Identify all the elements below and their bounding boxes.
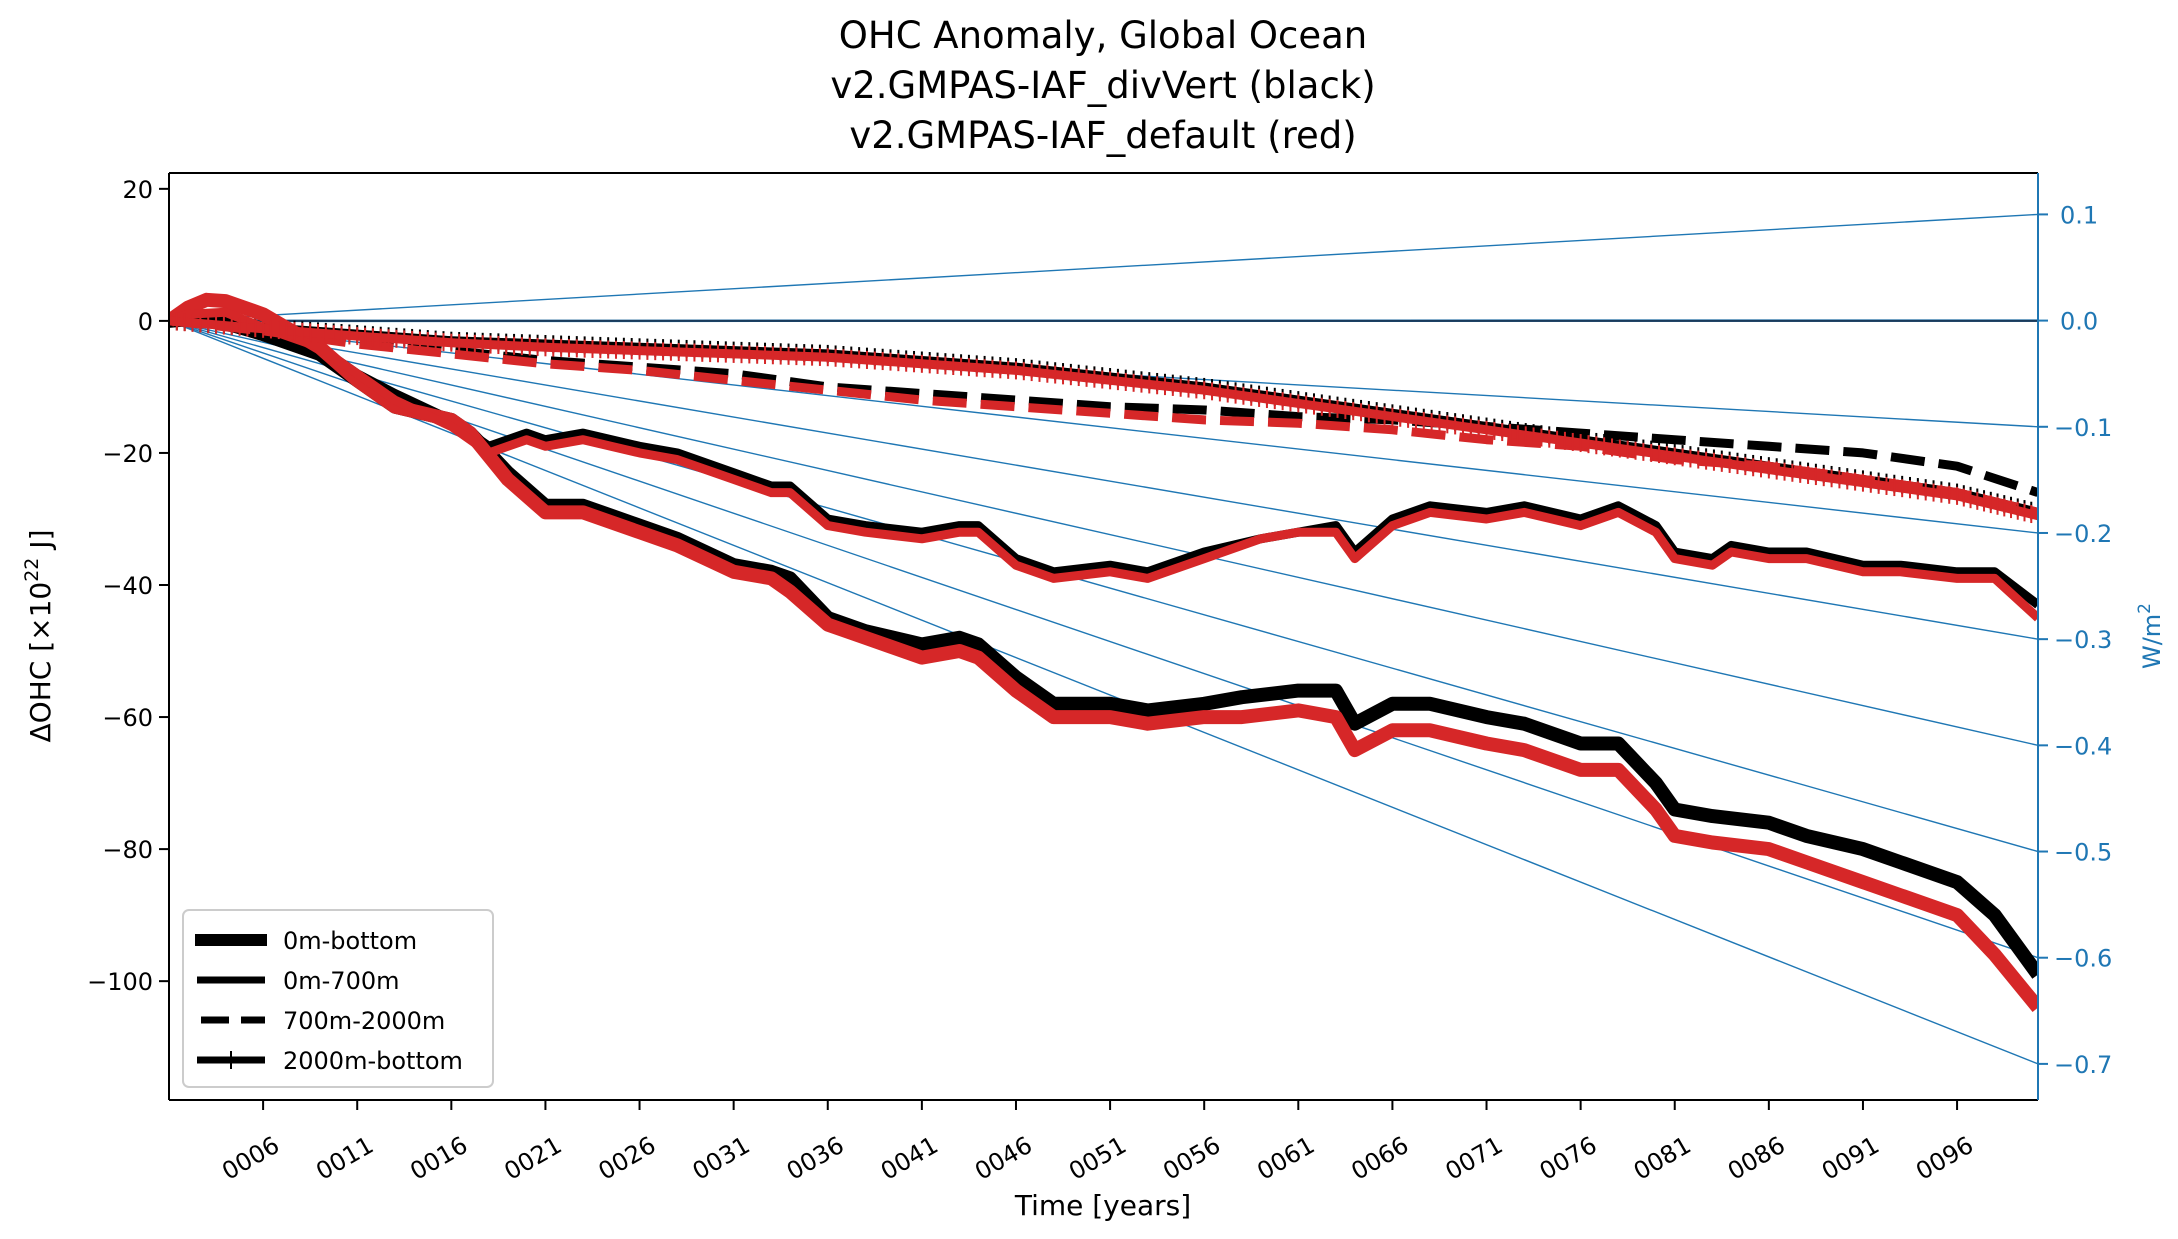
x-tick-label: 0091 xyxy=(1817,1131,1884,1186)
y2-tick-label: −0.2 xyxy=(2054,520,2112,548)
x-tick-label: 0086 xyxy=(1723,1131,1790,1186)
legend-item: 0m-bottom xyxy=(195,927,417,955)
reference-line--0.6 xyxy=(169,320,2038,959)
x-tick-label: 0076 xyxy=(1535,1131,1602,1186)
reference-line--0.3 xyxy=(169,320,2038,640)
plot-area xyxy=(169,213,2038,1065)
x-tick-label: 0016 xyxy=(405,1131,472,1186)
y2-tick-label: −0.3 xyxy=(2054,626,2112,654)
legend-label: 2000m-bottom xyxy=(283,1047,463,1075)
plot-clip-group xyxy=(169,213,2038,1065)
series-0m-700m-divVert xyxy=(169,313,2038,609)
y-tick-label: −20 xyxy=(102,440,153,468)
x-tick-label: 0066 xyxy=(1347,1131,1414,1186)
x-tick-label: 0036 xyxy=(782,1131,849,1186)
x-tick-label: 0031 xyxy=(688,1131,755,1186)
title-line-2: v2.GMPAS-IAF_divVert (black) xyxy=(830,64,1375,107)
y-axis-label: ΔOHC [×1022 J] xyxy=(21,530,57,743)
x-tick-label: 0026 xyxy=(594,1131,661,1186)
y2-tick-label: −0.6 xyxy=(2054,945,2112,973)
y-tick-label: 20 xyxy=(122,176,153,204)
legend-label: 0m-700m xyxy=(283,967,400,995)
title-line-3: v2.GMPAS-IAF_default (red) xyxy=(849,114,1356,157)
series-0m-700m-default xyxy=(169,307,2038,622)
y2-tick-label: 0.1 xyxy=(2060,201,2098,229)
x-tick-label: 0006 xyxy=(217,1131,284,1186)
x-tick-label: 0041 xyxy=(876,1131,943,1186)
x-tick-label: 0071 xyxy=(1441,1131,1508,1186)
y2-tick-label: −0.7 xyxy=(2054,1051,2112,1079)
x-tick-label: 0061 xyxy=(1252,1131,1319,1186)
y2-axis-label: W/m2 xyxy=(2135,603,2166,669)
series-700m-2000m-default xyxy=(169,316,2038,517)
x-tick-label: 0051 xyxy=(1064,1131,1131,1186)
x-tick-label: 0096 xyxy=(1911,1131,1978,1186)
x-axis-label: Time [years] xyxy=(1014,1189,1191,1222)
legend-label: 0m-bottom xyxy=(283,927,417,955)
legend-label: 700m-2000m xyxy=(283,1007,445,1035)
title-line-1: OHC Anomaly, Global Ocean xyxy=(839,14,1368,57)
x-tick-label: 0081 xyxy=(1629,1131,1696,1186)
y2-tick-label: −0.4 xyxy=(2054,732,2112,760)
y-tick-label: 0 xyxy=(138,308,153,336)
x-tick-label: 0056 xyxy=(1158,1131,1225,1186)
reference-line--0.4 xyxy=(169,320,2038,747)
y2-tick-label: −0.1 xyxy=(2054,414,2112,442)
y-tick-label: −100 xyxy=(87,968,153,996)
legend-item: 2000m-bottom xyxy=(197,1047,463,1075)
reference-line--0.5 xyxy=(169,320,2038,853)
y2-tick-label: 0.0 xyxy=(2060,308,2098,336)
legend-box xyxy=(182,909,494,1088)
y-tick-label: −80 xyxy=(102,836,153,864)
y2-tick-label: −0.5 xyxy=(2054,839,2112,867)
reference-line-0.1 xyxy=(169,213,2038,322)
y-tick-label: −60 xyxy=(102,704,153,732)
legend: 0m-bottom 0m-700m 700m-2000m 2000m-bottom xyxy=(182,909,494,1088)
x-tick-label: 0021 xyxy=(500,1131,567,1186)
chart-title: OHC Anomaly, Global Ocean v2.GMPAS-IAF_d… xyxy=(830,14,1375,157)
x-tick-label: 0011 xyxy=(311,1131,378,1186)
legend-item: 700m-2000m xyxy=(201,1007,445,1035)
legend-item: 0m-700m xyxy=(197,967,400,995)
x-tick-label: 0046 xyxy=(970,1131,1037,1186)
y-tick-label: −40 xyxy=(102,572,153,600)
